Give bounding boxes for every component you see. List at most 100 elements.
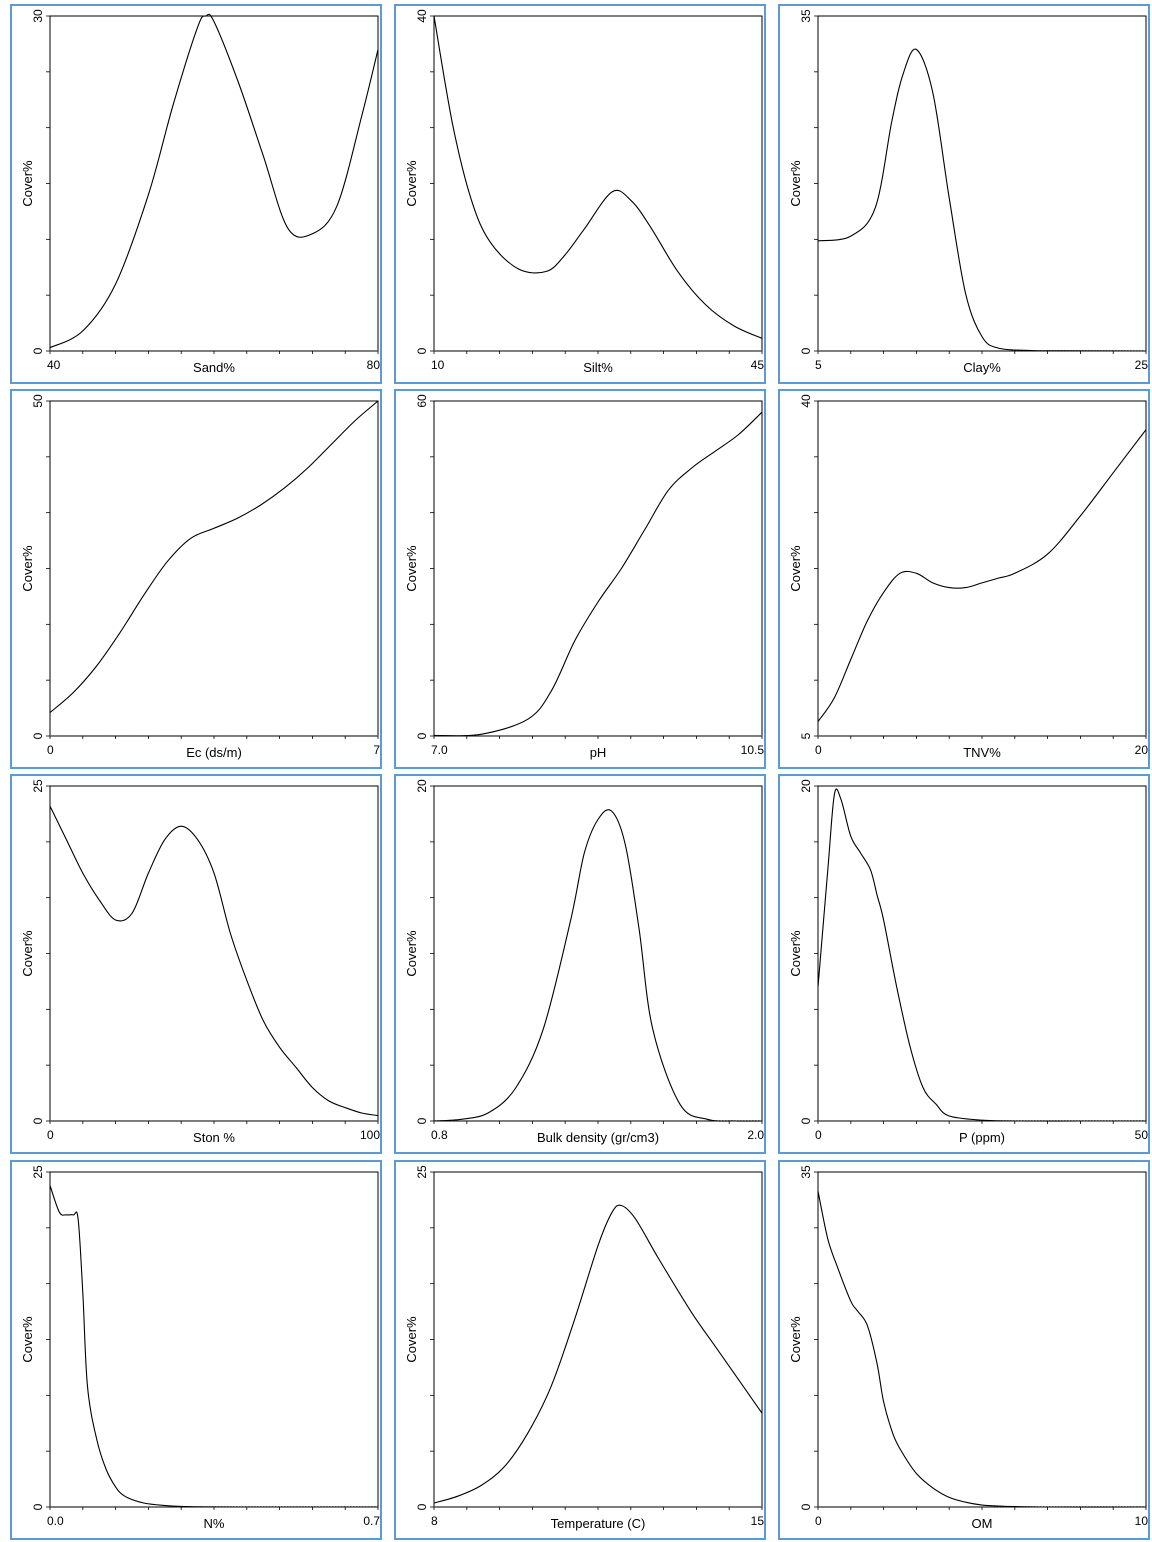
y-tick-label: 0 — [799, 347, 813, 354]
plot-frame — [433, 400, 763, 737]
x-axis-label: P (ppm) — [959, 1130, 1005, 1145]
x-axis-label: pH — [590, 745, 607, 760]
y-axis-label: Cover% — [20, 160, 35, 207]
y-axis-label: Cover% — [788, 545, 803, 592]
x-axis-label: Temperature (C) — [551, 1516, 646, 1531]
y-tick-label: 0 — [415, 1503, 429, 1510]
chart-panel: 40 80 0 30 Sand% Cover% — [10, 4, 382, 384]
series-line — [433, 809, 763, 1122]
chart-panel: 0 50 0 20 P (ppm) Cover% — [778, 774, 1150, 1154]
y-axis-label: Cover% — [788, 1316, 803, 1363]
x-tick-label: 2.0 — [747, 1128, 764, 1142]
y-tick-label: 35 — [799, 9, 813, 23]
series-line — [433, 1204, 763, 1504]
x-axis-label: Sand% — [193, 360, 235, 375]
x-tick-label: 10 — [1135, 1514, 1148, 1528]
series-line — [49, 1185, 378, 1508]
y-tick-label: 0 — [415, 732, 429, 739]
y-axis-label: Cover% — [20, 930, 35, 977]
plot-frame — [817, 785, 1147, 1122]
chart-svg: 0 10 0 35 OM Cover% — [788, 1165, 1148, 1531]
x-tick-label: 10.5 — [741, 743, 764, 757]
x-tick-label: 100 — [360, 1128, 380, 1142]
y-tick-label: 5 — [799, 732, 813, 739]
x-tick-label: 0 — [47, 743, 54, 757]
y-tick-label: 0 — [799, 1117, 813, 1124]
y-tick-label: 20 — [415, 779, 429, 793]
x-tick-label: 25 — [1135, 358, 1148, 372]
x-axis-label: OM — [972, 1516, 993, 1531]
chart-panel: 0.8 2.0 0 20 Bulk density (gr/cm3) Cover% — [394, 774, 766, 1154]
chart-svg: 0.8 2.0 0 20 Bulk density (gr/cm3) Cover% — [404, 779, 764, 1145]
y-tick-label: 0 — [31, 347, 45, 354]
x-axis-label: Ston % — [193, 1130, 235, 1145]
x-tick-label: 50 — [1135, 1128, 1148, 1142]
y-tick-label: 0 — [415, 347, 429, 354]
x-axis-label: TNV% — [963, 745, 1001, 760]
plot-frame — [817, 1171, 1147, 1508]
chart-svg: 40 80 0 30 Sand% Cover% — [20, 9, 380, 375]
y-tick-label: 0 — [415, 1117, 429, 1124]
x-tick-label: 45 — [751, 358, 764, 372]
series-line — [433, 15, 763, 339]
chart-svg: 10 45 0 40 Silt% Cover% — [404, 9, 764, 375]
y-tick-label: 25 — [415, 1165, 429, 1179]
x-tick-label: 15 — [751, 1514, 764, 1528]
series-line — [817, 48, 1147, 352]
x-axis-label: Silt% — [583, 360, 613, 375]
x-tick-label: 7 — [373, 743, 380, 757]
y-axis-label: Cover% — [20, 1316, 35, 1363]
x-tick-label: 5 — [815, 358, 822, 372]
plot-frame — [49, 15, 379, 352]
series-line — [49, 400, 379, 714]
y-tick-label: 35 — [799, 1165, 813, 1179]
chart-svg: 0.0 0.7 0 25 N% Cover% — [20, 1165, 380, 1531]
chart-panel: 0 20 5 40 TNV% Cover% — [778, 389, 1150, 769]
series-line — [817, 1190, 1147, 1508]
y-tick-label: 0 — [799, 1503, 813, 1510]
chart-svg: 5 25 0 35 Clay% Cover% — [788, 9, 1148, 375]
plot-frame — [433, 15, 763, 352]
y-axis-label: Cover% — [404, 545, 419, 592]
plot-frame — [49, 785, 379, 1122]
chart-panel: 0 10 0 35 OM Cover% — [778, 1160, 1150, 1540]
x-tick-label: 0.0 — [47, 1514, 64, 1528]
x-tick-label: 10 — [431, 358, 445, 372]
y-tick-label: 20 — [799, 779, 813, 793]
chart-panel: 5 25 0 35 Clay% Cover% — [778, 4, 1150, 384]
x-axis-label: N% — [204, 1516, 225, 1531]
y-axis-label: Cover% — [788, 930, 803, 977]
series-line — [817, 429, 1147, 722]
y-axis-label: Cover% — [404, 160, 419, 207]
x-tick-label: 80 — [367, 358, 380, 372]
chart-panel: 0 7 0 50 Ec (ds/m) Cover% — [10, 389, 382, 769]
y-tick-label: 0 — [31, 732, 45, 739]
chart-svg: 7.0 10.5 0 60 pH Cover% — [404, 394, 764, 760]
y-axis-label: Cover% — [404, 1316, 419, 1363]
chart-svg: 0 50 0 20 P (ppm) Cover% — [788, 779, 1148, 1145]
y-tick-label: 50 — [31, 394, 45, 408]
plot-frame — [433, 1171, 763, 1508]
plot-frame — [49, 1171, 379, 1508]
y-axis-label: Cover% — [788, 160, 803, 207]
x-axis-label: Clay% — [963, 360, 1001, 375]
x-tick-label: 0 — [47, 1128, 54, 1142]
x-tick-label: 20 — [1135, 743, 1148, 757]
y-tick-label: 40 — [415, 9, 429, 23]
x-tick-label: 0 — [815, 743, 822, 757]
chart-panel: 0.0 0.7 0 25 N% Cover% — [10, 1160, 382, 1540]
chart-svg: 0 100 0 25 Ston % Cover% — [20, 779, 380, 1145]
y-axis-label: Cover% — [404, 930, 419, 977]
plot-frame — [817, 15, 1147, 352]
plot-frame — [817, 400, 1147, 737]
chart-panel: 10 45 0 40 Silt% Cover% — [394, 4, 766, 384]
x-tick-label: 40 — [47, 358, 61, 372]
x-axis-label: Bulk density (gr/cm3) — [537, 1130, 659, 1145]
plot-frame — [433, 785, 763, 1122]
series-line — [49, 805, 379, 1117]
y-tick-label: 25 — [31, 779, 45, 793]
y-tick-label: 40 — [799, 394, 813, 408]
y-tick-label: 0 — [31, 1117, 45, 1124]
series-line — [49, 13, 379, 349]
